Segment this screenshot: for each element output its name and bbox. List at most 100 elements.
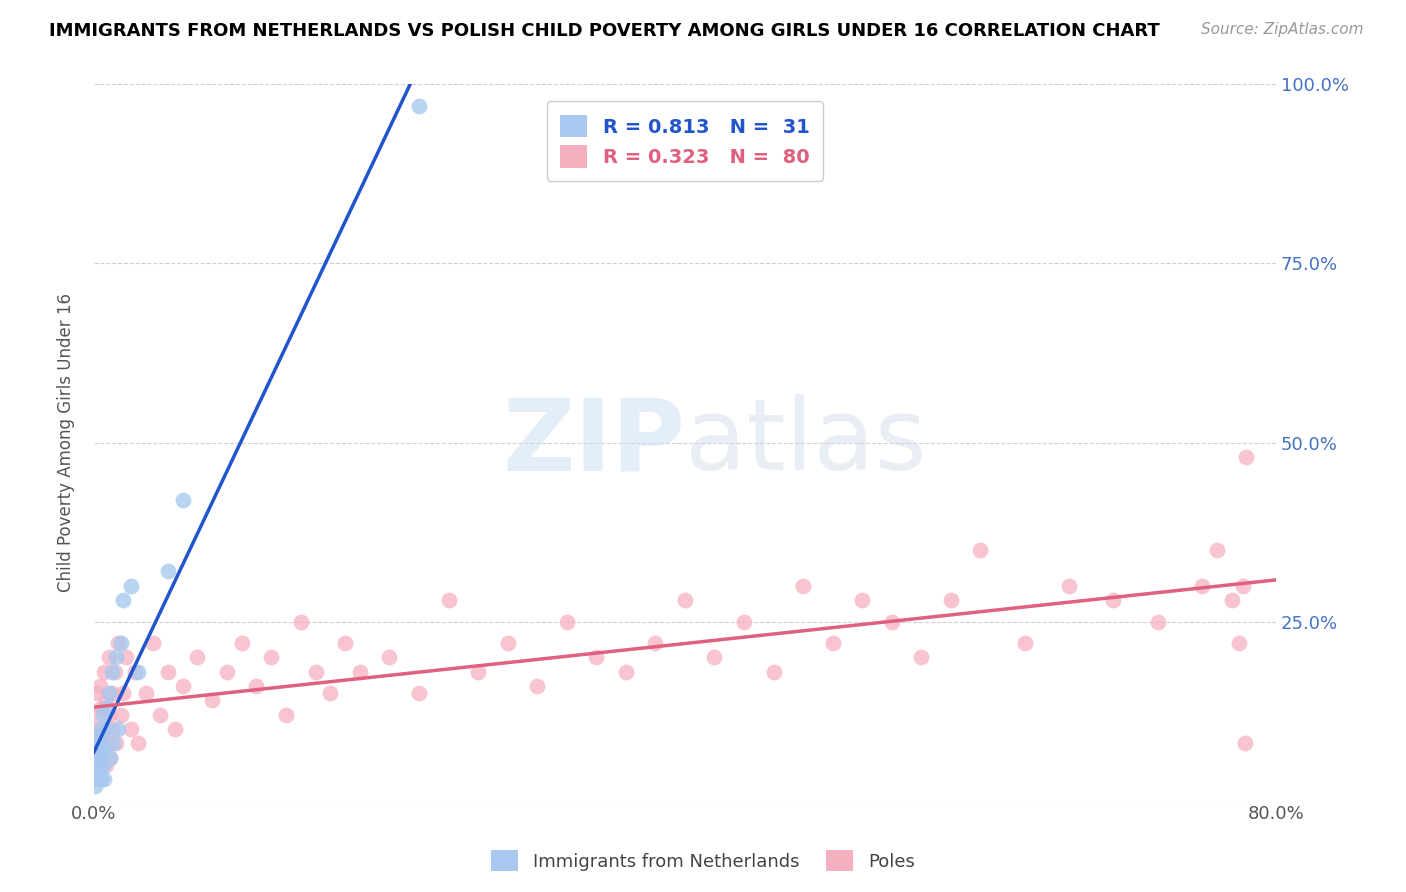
Point bbox=[1220, 593, 1243, 607]
Point bbox=[142, 636, 165, 650]
Point bbox=[172, 492, 194, 507]
Point bbox=[1146, 615, 1168, 629]
Point bbox=[149, 707, 172, 722]
Point bbox=[104, 665, 127, 679]
Point bbox=[1234, 450, 1257, 464]
Point bbox=[614, 665, 637, 679]
Point bbox=[644, 636, 666, 650]
Point bbox=[89, 764, 111, 779]
Point bbox=[172, 679, 194, 693]
Point bbox=[1102, 593, 1125, 607]
Point bbox=[96, 736, 118, 750]
Point bbox=[89, 736, 111, 750]
Point bbox=[87, 750, 110, 764]
Point bbox=[496, 636, 519, 650]
Point bbox=[1057, 579, 1080, 593]
Point bbox=[821, 636, 844, 650]
Point bbox=[97, 650, 120, 665]
Point bbox=[94, 722, 117, 736]
Point bbox=[98, 750, 121, 764]
Point bbox=[90, 750, 112, 764]
Point bbox=[101, 736, 124, 750]
Point bbox=[274, 707, 297, 722]
Text: ZIP: ZIP bbox=[502, 394, 685, 491]
Point bbox=[89, 679, 111, 693]
Point bbox=[792, 579, 814, 593]
Point bbox=[1191, 579, 1213, 593]
Point bbox=[165, 722, 187, 736]
Point bbox=[100, 686, 122, 700]
Point bbox=[124, 665, 146, 679]
Point bbox=[231, 636, 253, 650]
Point bbox=[93, 665, 115, 679]
Point bbox=[97, 707, 120, 722]
Point bbox=[87, 743, 110, 757]
Point bbox=[1227, 636, 1250, 650]
Point bbox=[86, 736, 108, 750]
Point bbox=[319, 686, 342, 700]
Legend: R = 0.813   N =  31, R = 0.323   N =  80: R = 0.813 N = 31, R = 0.323 N = 80 bbox=[547, 102, 824, 181]
Text: atlas: atlas bbox=[685, 394, 927, 491]
Point bbox=[84, 722, 107, 736]
Point bbox=[110, 636, 132, 650]
Point bbox=[93, 743, 115, 757]
Point bbox=[90, 772, 112, 786]
Point bbox=[93, 772, 115, 786]
Text: IMMIGRANTS FROM NETHERLANDS VS POLISH CHILD POVERTY AMONG GIRLS UNDER 16 CORRELA: IMMIGRANTS FROM NETHERLANDS VS POLISH CH… bbox=[49, 22, 1160, 40]
Point bbox=[127, 736, 149, 750]
Point bbox=[87, 757, 110, 772]
Point bbox=[120, 722, 142, 736]
Point bbox=[467, 665, 489, 679]
Point bbox=[156, 665, 179, 679]
Point bbox=[1232, 579, 1254, 593]
Point bbox=[762, 665, 785, 679]
Point bbox=[84, 764, 107, 779]
Point bbox=[585, 650, 607, 665]
Point bbox=[86, 686, 108, 700]
Point bbox=[260, 650, 283, 665]
Point bbox=[349, 665, 371, 679]
Point bbox=[378, 650, 401, 665]
Point bbox=[87, 729, 110, 743]
Point bbox=[673, 593, 696, 607]
Point bbox=[910, 650, 932, 665]
Point bbox=[215, 665, 238, 679]
Point bbox=[94, 757, 117, 772]
Point bbox=[437, 593, 460, 607]
Point bbox=[101, 722, 124, 736]
Point bbox=[90, 700, 112, 714]
Point bbox=[107, 636, 129, 650]
Point bbox=[290, 615, 312, 629]
Point bbox=[86, 750, 108, 764]
Point bbox=[100, 665, 122, 679]
Point bbox=[939, 593, 962, 607]
Y-axis label: Child Poverty Among Girls Under 16: Child Poverty Among Girls Under 16 bbox=[58, 293, 75, 592]
Point bbox=[127, 665, 149, 679]
Point bbox=[90, 722, 112, 736]
Point bbox=[408, 686, 430, 700]
Point bbox=[555, 615, 578, 629]
Point bbox=[304, 665, 326, 679]
Point bbox=[1233, 736, 1256, 750]
Point bbox=[94, 693, 117, 707]
Point bbox=[91, 757, 114, 772]
Point bbox=[98, 750, 121, 764]
Point bbox=[96, 700, 118, 714]
Point bbox=[107, 722, 129, 736]
Point bbox=[84, 757, 107, 772]
Point bbox=[408, 99, 430, 113]
Point bbox=[91, 707, 114, 722]
Point bbox=[97, 686, 120, 700]
Point bbox=[1205, 543, 1227, 558]
Point bbox=[733, 615, 755, 629]
Point bbox=[87, 707, 110, 722]
Point bbox=[333, 636, 356, 650]
Point bbox=[93, 743, 115, 757]
Point bbox=[112, 593, 135, 607]
Text: Source: ZipAtlas.com: Source: ZipAtlas.com bbox=[1201, 22, 1364, 37]
Point bbox=[105, 650, 128, 665]
Point bbox=[880, 615, 903, 629]
Point bbox=[91, 722, 114, 736]
Point bbox=[851, 593, 873, 607]
Point bbox=[86, 772, 108, 786]
